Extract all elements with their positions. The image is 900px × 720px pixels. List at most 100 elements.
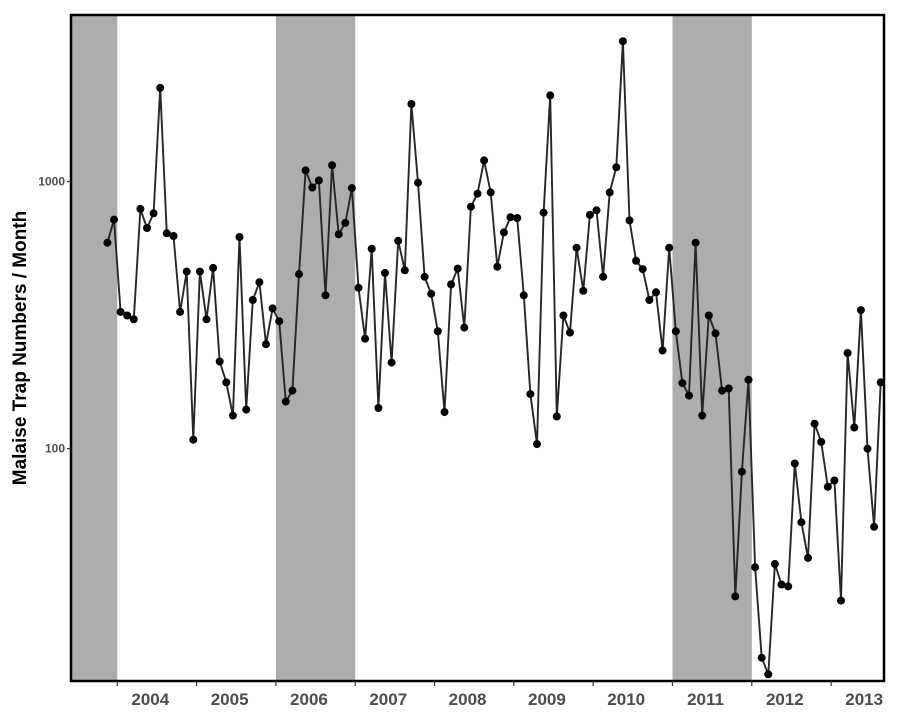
data-point [876, 378, 885, 387]
x-tick-label: 2009 [528, 690, 566, 709]
data-point [566, 328, 574, 337]
data-point [314, 176, 323, 185]
data-point [493, 262, 502, 271]
data-point [513, 214, 522, 222]
data-point [182, 267, 191, 276]
data-point [301, 166, 310, 175]
data-point [612, 163, 621, 172]
x-tick-label: 2007 [369, 690, 407, 709]
data-point [784, 582, 793, 591]
data-point [473, 189, 482, 198]
data-point [585, 210, 594, 219]
x-tick-label: 2010 [607, 690, 645, 709]
data-point [466, 202, 475, 211]
data-point [850, 423, 859, 432]
data-point [268, 304, 277, 313]
data-point [275, 317, 284, 326]
data-point [143, 224, 151, 232]
data-point [215, 357, 224, 366]
data-point [156, 83, 165, 92]
data-point [334, 230, 343, 239]
data-point [790, 459, 799, 468]
data-point [810, 419, 819, 428]
data-point [308, 183, 317, 192]
data-point [453, 264, 462, 273]
data-point [116, 307, 125, 316]
data-point [539, 208, 548, 217]
data-point [870, 522, 879, 531]
data-point [374, 404, 383, 412]
data-point [592, 206, 601, 215]
data-point [579, 286, 588, 295]
data-point [804, 553, 812, 562]
data-point [427, 289, 436, 298]
series-line [106, 40, 882, 676]
data-point [387, 358, 396, 367]
data-point [262, 340, 270, 349]
data-point [526, 390, 535, 399]
data-point [718, 386, 727, 395]
data-point [685, 391, 693, 400]
data-point [367, 244, 376, 253]
data-point [506, 213, 515, 222]
shaded-periods [71, 15, 752, 681]
data-point [519, 291, 528, 300]
data-point [638, 265, 647, 274]
data-point [724, 384, 733, 393]
data-point [605, 188, 614, 197]
data-point [652, 288, 660, 297]
data-point [665, 243, 674, 252]
data-point [480, 156, 489, 165]
data-point [149, 209, 158, 218]
data-point [731, 592, 740, 601]
data-point [625, 216, 634, 225]
data-point [248, 296, 257, 304]
data-point [737, 467, 746, 476]
data-point [288, 386, 297, 395]
data-point [599, 272, 608, 281]
x-tick-label: 2006 [290, 690, 328, 709]
data-point [691, 238, 700, 247]
data-point [354, 283, 363, 292]
data-point [499, 228, 508, 237]
data-point [817, 437, 826, 446]
data-point [777, 580, 786, 589]
data-point [361, 334, 370, 343]
data-point [711, 329, 720, 338]
data-point [414, 178, 422, 187]
shaded-period [71, 15, 118, 681]
data-point [757, 653, 766, 662]
y-tick-label: 100 [45, 442, 65, 456]
data-point [162, 229, 171, 238]
data-point [645, 296, 654, 304]
x-axis: 2004 2005 2006 2007 2008 2009 2010 2011 2012 2013 [116, 681, 883, 709]
data-point [235, 233, 244, 241]
shaded-period [672, 15, 752, 681]
data-point [381, 268, 389, 277]
data-point [744, 375, 753, 384]
data-point [347, 184, 356, 193]
data-point [447, 280, 456, 289]
y-tick-label: 1000 [38, 175, 65, 189]
data-series [103, 37, 885, 679]
data-point [110, 215, 118, 224]
data-point [202, 315, 211, 324]
x-tick-label: 2008 [449, 690, 487, 709]
data-point [341, 218, 350, 227]
data-point [618, 37, 627, 46]
plot-frame [69, 13, 886, 683]
y-axis: 100 1000 [38, 175, 71, 456]
data-point [281, 397, 290, 406]
data-point [837, 596, 845, 605]
x-tick-label: 2005 [211, 690, 249, 709]
data-point [433, 327, 442, 336]
data-point [103, 238, 112, 247]
data-point [552, 412, 561, 421]
data-point [533, 440, 541, 449]
x-tick-label: 2011 [687, 690, 724, 709]
shaded-period [275, 15, 356, 681]
data-point [394, 236, 403, 245]
data-point [255, 278, 264, 287]
